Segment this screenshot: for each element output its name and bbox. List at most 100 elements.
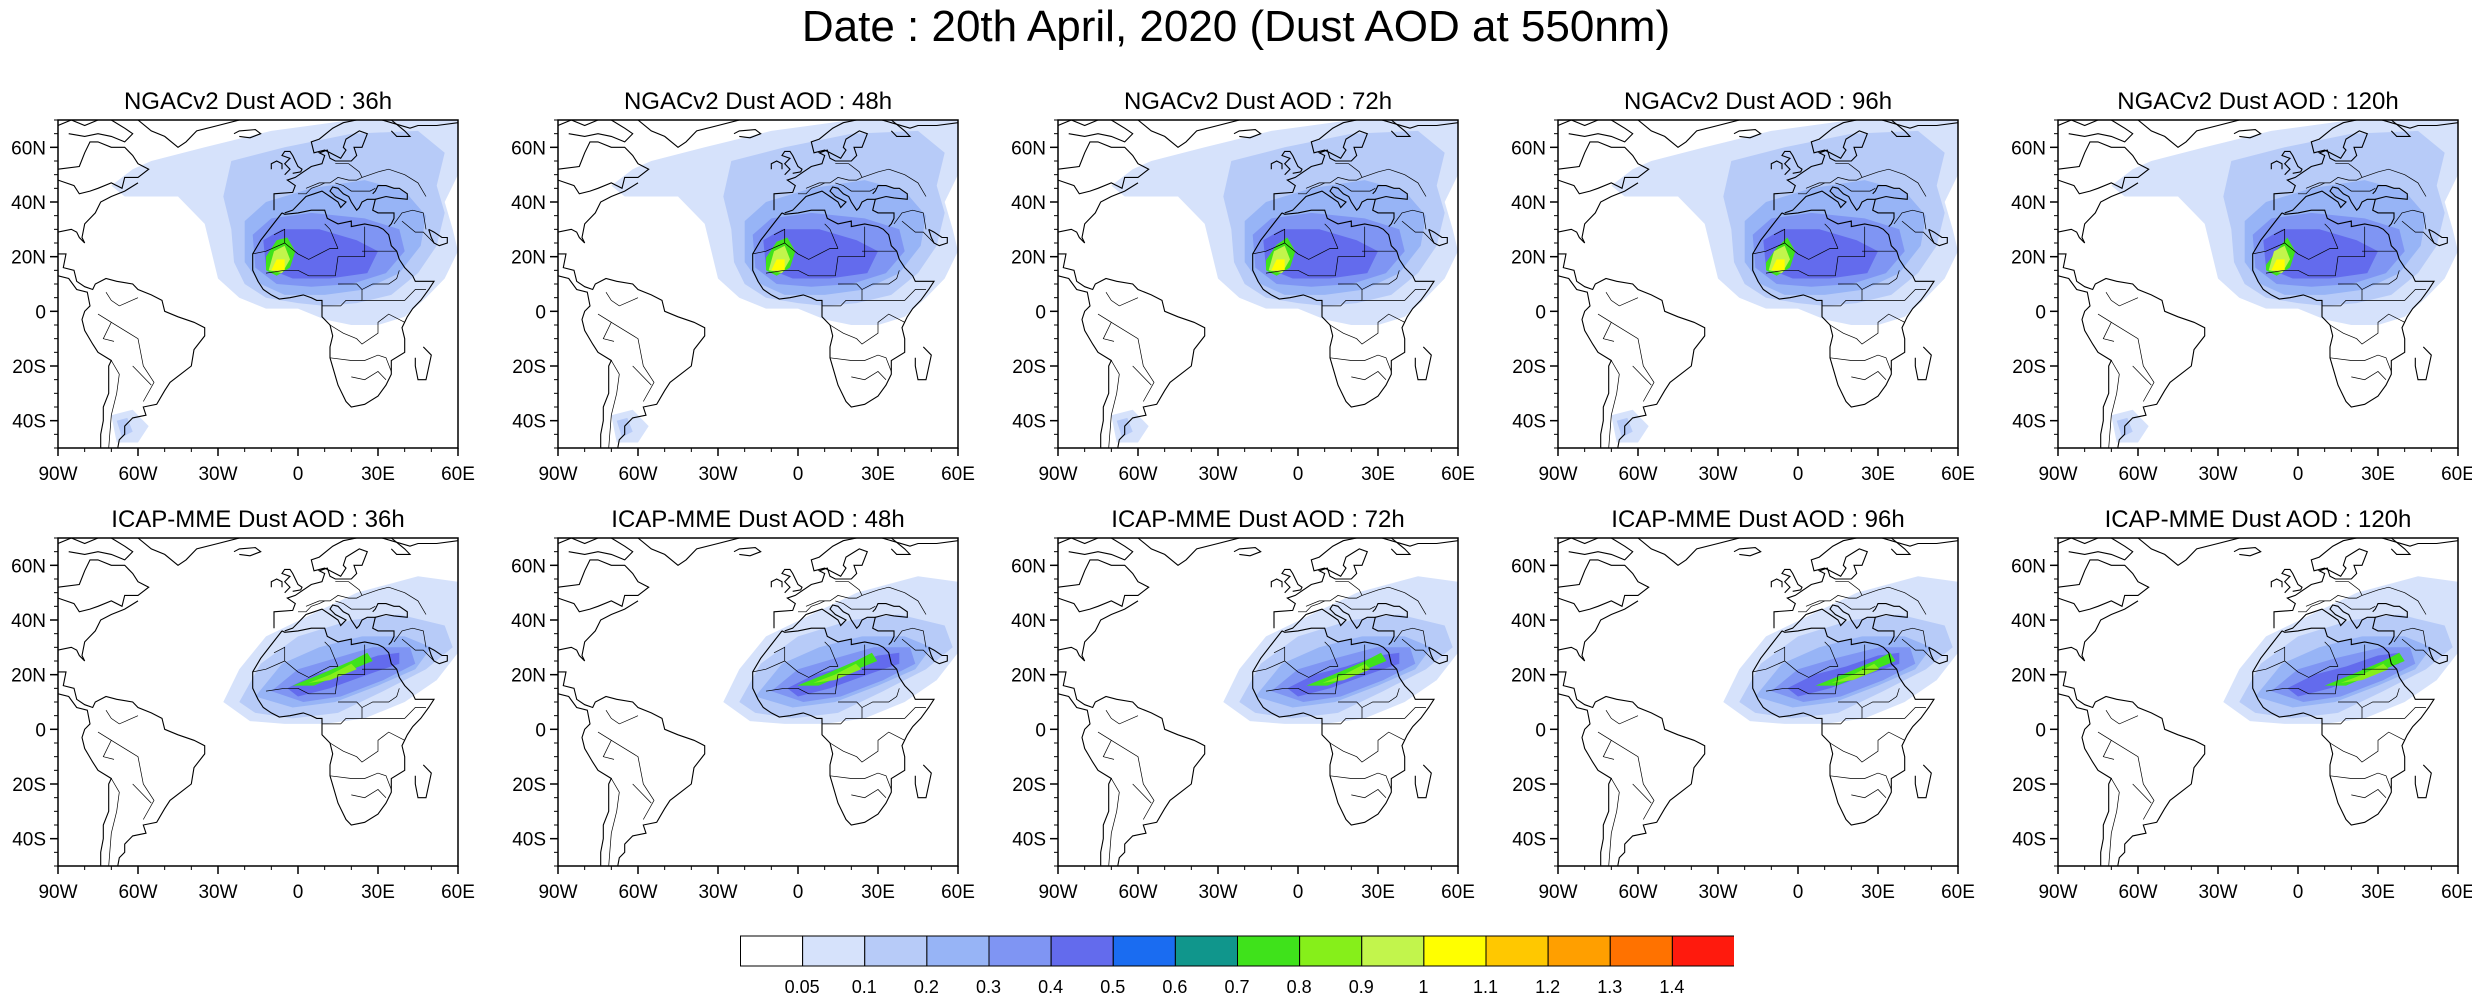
- coastline: [58, 538, 134, 561]
- country-border: [1822, 718, 1862, 725]
- colorbar-label: 0.1: [852, 977, 877, 995]
- y-tick-label: 60N: [2011, 138, 2046, 159]
- country-border: [1611, 740, 1655, 820]
- coastline: [1558, 538, 1634, 561]
- y-tick-label: 0: [2035, 302, 2046, 323]
- country-border: [1097, 731, 1115, 760]
- coastlines: [1558, 120, 1958, 448]
- coastline: [2058, 559, 2150, 613]
- map-panel: ICAP-MME Dust AOD : 96h 90W 60W 30W 0 30E 60E 6…: [1500, 506, 1978, 934]
- x-tick-label: 60W: [1118, 882, 1157, 903]
- coastline: [414, 346, 432, 381]
- country-border: [335, 600, 376, 610]
- country-border: [838, 283, 926, 301]
- coastline: [1414, 764, 1432, 799]
- country-border: [1401, 220, 1435, 244]
- y-tick-label: 20S: [1512, 775, 1546, 796]
- colorbar-label: 1.2: [1535, 977, 1560, 995]
- coastline: [2058, 182, 2206, 448]
- coastline: [1136, 538, 1240, 566]
- coastline: [1914, 764, 1932, 799]
- country-border: [1401, 638, 1435, 662]
- country-border: [1784, 242, 1838, 260]
- y-tick-label: 40S: [512, 830, 546, 851]
- y-tick-label: 60N: [11, 556, 46, 577]
- x-tick-label: 30W: [1198, 882, 1237, 903]
- coastline: [2414, 764, 2432, 799]
- coastline: [390, 538, 412, 555]
- country-border: [1824, 641, 1839, 667]
- country-border: [2401, 220, 2435, 244]
- colorbar-box: [864, 935, 928, 967]
- colorbar-box: [1050, 935, 1114, 967]
- x-tick-label: 60W: [1118, 464, 1157, 485]
- coastline: [1770, 160, 1783, 170]
- x-tick-label: 60E: [1441, 882, 1475, 903]
- country-border: [329, 731, 405, 763]
- coastline: [1733, 547, 1762, 557]
- country-border: [393, 209, 427, 230]
- x-tick-label: 60E: [941, 882, 975, 903]
- country-border: [1252, 646, 1286, 673]
- y-tick-label: 40S: [2012, 830, 2046, 851]
- coastline: [1770, 578, 1783, 588]
- panel-title: ICAP-MME Dust AOD : 48h: [611, 506, 905, 533]
- coastline: [872, 185, 908, 200]
- map-panel: ICAP-MME Dust AOD : 36h 90W 60W 30W 0 30E 60E 6…: [0, 506, 478, 934]
- y-tick-label: 20S: [512, 357, 546, 378]
- country-border: [401, 638, 435, 662]
- map-panel: ICAP-MME Dust AOD : 48h 90W 60W 30W 0 30E 60E 6…: [500, 506, 978, 934]
- country-border: [784, 660, 838, 678]
- country-border: [361, 270, 400, 290]
- y-tick-label: 20N: [1011, 248, 1046, 269]
- coastline: [636, 120, 740, 148]
- colorbar-box: [1237, 935, 1301, 967]
- country-border: [2393, 209, 2427, 230]
- x-tick-label: 90W: [2038, 464, 2077, 485]
- coastline: [2058, 538, 2134, 561]
- coastline: [372, 185, 408, 200]
- coastline: [281, 150, 303, 176]
- country-border: [1329, 313, 1405, 345]
- coastline: [1558, 182, 1706, 448]
- coastline: [2390, 120, 2412, 137]
- country-border: [829, 354, 892, 372]
- country-border: [108, 778, 120, 866]
- country-border: [361, 168, 427, 197]
- country-border: [1284, 660, 1338, 678]
- aod-contour: [1771, 259, 1785, 271]
- country-border: [2132, 783, 2152, 804]
- coastline: [928, 646, 948, 665]
- dust-map: 90W 60W 30W 0 30E 60E 60N 40N 20N 0 20S 40S: [1511, 537, 1975, 903]
- y-tick-label: 40S: [1512, 830, 1546, 851]
- coastline: [2428, 646, 2448, 665]
- country-border: [284, 660, 338, 678]
- country-border: [338, 283, 426, 301]
- country-border: [2324, 223, 2339, 249]
- country-border: [901, 638, 935, 662]
- country-border: [1752, 646, 1786, 673]
- coastline: [2136, 120, 2240, 148]
- x-tick-label: 90W: [1538, 882, 1577, 903]
- country-border: [824, 223, 839, 249]
- coastline: [1558, 120, 1634, 143]
- country-border: [2108, 360, 2120, 448]
- x-tick-label: 60E: [2441, 882, 2472, 903]
- country-border: [1765, 644, 1866, 695]
- country-border: [1893, 627, 1927, 648]
- x-tick-label: 60W: [2118, 882, 2157, 903]
- map-panel: ICAP-MME Dust AOD : 120h 90W 60W 30W 0 30E 60E…: [2000, 506, 2472, 934]
- country-border: [824, 641, 839, 667]
- coastline: [2428, 228, 2448, 247]
- coastline: [58, 559, 150, 613]
- aod-contour: [2340, 663, 2389, 683]
- y-tick-label: 40N: [11, 611, 46, 632]
- y-tick-label: 20N: [2011, 248, 2046, 269]
- country-border: [1824, 223, 1839, 249]
- aod-contour: [797, 652, 878, 686]
- coastline: [2136, 538, 2240, 566]
- y-tick-label: 40N: [1511, 611, 1546, 632]
- aod-field: [111, 120, 458, 443]
- x-tick-label: 60W: [118, 464, 157, 485]
- country-border: [861, 270, 900, 290]
